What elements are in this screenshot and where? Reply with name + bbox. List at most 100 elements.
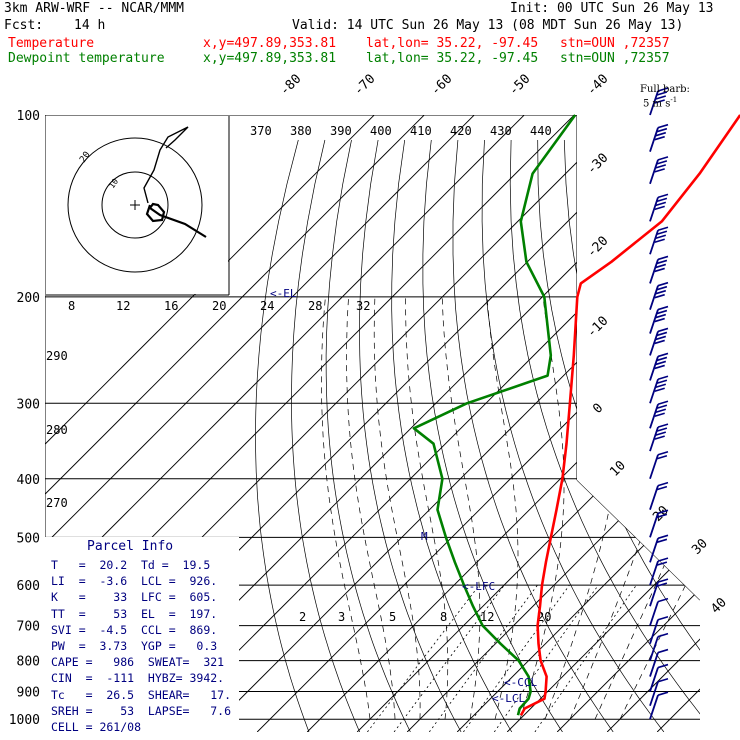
pressure-tick-label: 700 xyxy=(17,620,40,635)
model-title: 3km ARW-WRF -- NCAR/MMM xyxy=(4,1,185,16)
wind-barb-flag xyxy=(654,293,665,299)
theta-label: 270 xyxy=(46,496,68,510)
wind-barb-staff xyxy=(649,404,659,429)
isotherm-label: 0 xyxy=(590,401,606,417)
mixing-ratio-label: 12 xyxy=(480,610,494,624)
ccl-marker: <-CCL xyxy=(504,676,537,689)
wind-barb-flag xyxy=(656,160,668,165)
wind-barb-flag xyxy=(656,379,668,385)
speed-scale-label: 20 xyxy=(212,299,226,313)
wind-barb-flag xyxy=(654,267,665,273)
isotherm-label: 40 xyxy=(708,595,730,617)
isotherm xyxy=(656,115,700,732)
wind-barb-flag xyxy=(655,289,667,295)
mixing-ratio-label: 5 xyxy=(389,610,396,624)
isotherm-label: -30 xyxy=(584,151,611,178)
dewpoint-legend: Dewpoint temperature xyxy=(8,51,165,66)
wind-barb-flag xyxy=(655,234,667,240)
isotherm xyxy=(406,115,700,732)
pressure-tick-label: 500 xyxy=(17,531,40,546)
theta-label: 390 xyxy=(330,124,352,138)
wind-barb-flag xyxy=(654,364,665,370)
dry-adiabat xyxy=(670,139,700,732)
parcel-info-row: TT = 53 EL = 197. xyxy=(51,606,218,621)
pressure-tick-label: 100 xyxy=(17,109,40,124)
dry-adiabat xyxy=(509,139,700,732)
isotherm-label: 20 xyxy=(650,503,672,525)
mixing-ratio-label: 20 xyxy=(537,610,551,624)
wind-barb-flag xyxy=(657,691,669,696)
wind-barb-flag xyxy=(657,226,669,232)
wind-barb xyxy=(649,481,669,510)
wind-barb-staff xyxy=(649,560,659,586)
isotherm-label: -40 xyxy=(584,72,611,99)
wind-barb-staff xyxy=(649,619,659,644)
wind-barb-flag xyxy=(656,356,668,362)
hodograph-ring-inner xyxy=(101,171,169,239)
parcel-info-row: K = 33 LFC = 605. xyxy=(51,590,218,605)
wind-barb xyxy=(649,450,669,480)
isotherm xyxy=(45,115,525,732)
pressure-tick-label: 800 xyxy=(17,655,40,670)
parcel-info-row: Tc = 26.5 SHEAR= 17. xyxy=(51,687,232,702)
dry-adiabat xyxy=(617,139,700,732)
lcl-marker: <-LCL xyxy=(492,692,525,705)
pressure-tick-label: 900 xyxy=(17,686,40,701)
wind-barb-staff xyxy=(649,667,659,692)
m-marker: M xyxy=(421,530,428,543)
mixing-ratio-line xyxy=(534,584,637,732)
wind-barb-staff xyxy=(649,538,659,563)
pressure-tick-label: 400 xyxy=(17,473,40,488)
wind-barb xyxy=(649,534,669,563)
speed-scale-label: 24 xyxy=(260,299,274,313)
theta-label: 380 xyxy=(290,124,312,138)
wind-barb-flag xyxy=(657,123,669,129)
wind-barb-flag xyxy=(654,135,665,141)
el-marker: <-EL xyxy=(270,287,297,300)
dry-adiabat xyxy=(696,139,700,732)
wind-barb-flag xyxy=(656,454,668,460)
wind-barb xyxy=(649,281,669,310)
wind-barb xyxy=(649,691,669,720)
parcel-info-panel: Parcel Info T = 20.2 Td = 19.5 LI = -3.6 … xyxy=(45,537,239,737)
barb-legend-exponent: -1 xyxy=(670,96,678,104)
wind-barb-flag xyxy=(656,582,668,587)
wind-barb-flag xyxy=(657,632,669,638)
wind-barb-flag xyxy=(657,87,669,92)
moist-adiabat xyxy=(373,296,421,720)
wind-barb-flag xyxy=(657,481,669,487)
wind-barb-flag xyxy=(656,485,668,491)
wind-barb-staff xyxy=(649,159,659,185)
wind-barb xyxy=(649,423,669,452)
wind-barb-staff xyxy=(649,652,659,677)
wind-barb-flag xyxy=(657,375,669,381)
mixing-ratio-label: 3 xyxy=(338,610,345,624)
isotherm xyxy=(556,115,700,732)
parcel-info-row: SVI = -4.5 CCL = 869. xyxy=(51,622,218,637)
isotherm xyxy=(45,115,375,732)
dry-adiabat xyxy=(724,140,740,732)
isotherm-label: 10 xyxy=(607,458,629,480)
temperature-latlon: lat,lon= 35.22, -97.45 xyxy=(366,36,539,51)
wind-barb-flag xyxy=(656,331,668,337)
theta-label: 290 xyxy=(46,349,68,363)
wind-barb xyxy=(649,193,669,222)
wind-barb-flag xyxy=(654,168,665,173)
parcel-info-row: CELL = 261/08 xyxy=(51,720,142,734)
wind-barb-flag xyxy=(654,339,665,345)
wind-barb-staff xyxy=(649,285,659,310)
wind-barb-staff xyxy=(649,426,659,452)
temperature-station: stn=OUN ,72357 xyxy=(560,36,670,51)
wind-barb-staff xyxy=(649,356,659,381)
wind-barb-flag xyxy=(657,615,669,621)
parcel-info-row: CIN = -111 HYBZ= 3942. xyxy=(51,671,225,686)
hodograph-trace-upper xyxy=(143,126,189,204)
wind-barb xyxy=(649,648,669,677)
wind-barb xyxy=(649,677,669,707)
wind-barb-flag xyxy=(657,281,669,287)
moist-adiabat xyxy=(321,296,371,720)
temperature-profile xyxy=(519,114,740,716)
wind-barb-flag xyxy=(654,317,665,323)
isotherm xyxy=(506,115,700,732)
